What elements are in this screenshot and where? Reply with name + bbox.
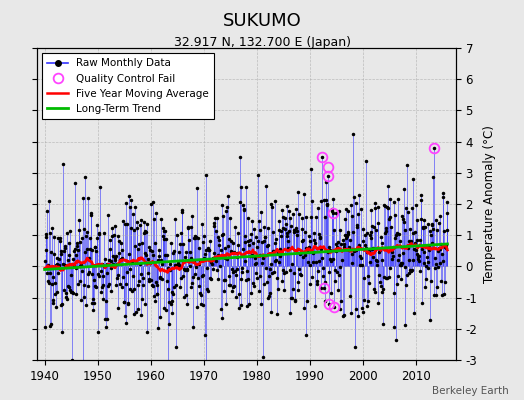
- Text: Berkeley Earth: Berkeley Earth: [432, 386, 508, 396]
- Y-axis label: Temperature Anomaly (°C): Temperature Anomaly (°C): [483, 125, 496, 283]
- Text: SUKUMO: SUKUMO: [223, 12, 301, 30]
- Text: 32.917 N, 132.700 E (Japan): 32.917 N, 132.700 E (Japan): [173, 36, 351, 49]
- Legend: Raw Monthly Data, Quality Control Fail, Five Year Moving Average, Long-Term Tren: Raw Monthly Data, Quality Control Fail, …: [42, 53, 214, 119]
